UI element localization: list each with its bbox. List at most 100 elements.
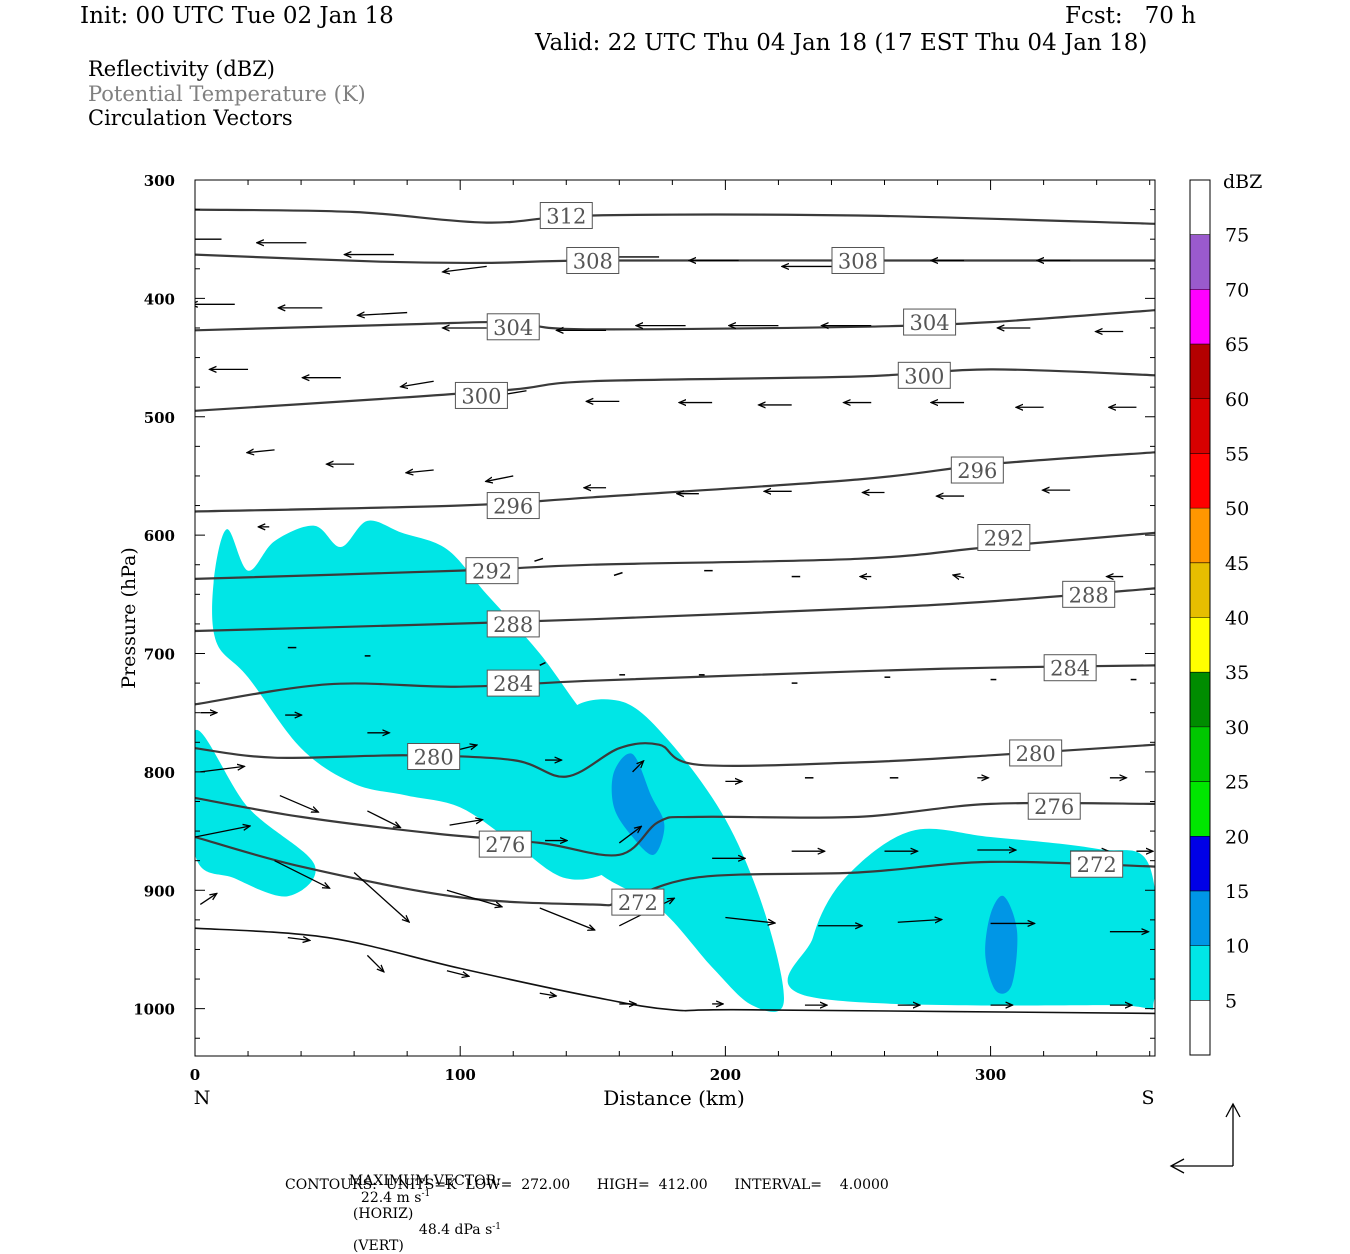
theta-contour-280 <box>195 742 1155 778</box>
contour-label-304-0: 304 <box>486 313 540 341</box>
contour-label-text: 292 <box>472 560 512 584</box>
contour-label-272-1: 272 <box>1070 850 1124 878</box>
colorbar-label-30: 30 <box>1225 717 1249 739</box>
circulation-vector-30 <box>247 450 275 453</box>
y-tick-label-300: 300 <box>144 172 175 190</box>
reflectivity-region-5 <box>985 895 1018 994</box>
y-tick-label-600: 600 <box>144 527 175 545</box>
y-tick-label-400: 400 <box>144 290 175 308</box>
circulation-vector-62 <box>632 761 644 773</box>
contour-label-text: 304 <box>910 311 950 335</box>
theta-contour-296 <box>195 451 1155 513</box>
contour-label-text: 300 <box>461 384 501 408</box>
circulation-vector-11 <box>358 313 408 316</box>
circulation-vector-95 <box>539 993 557 996</box>
theta-contour-surface <box>195 927 1155 1015</box>
circulation-vector-69 <box>279 794 319 813</box>
contour-label-text: 276 <box>485 833 525 857</box>
max-vector-vert: 48.4 dPa s <box>418 1222 493 1239</box>
colorbar-swatch-13 <box>1190 289 1210 345</box>
plot-frame <box>194 179 1156 1057</box>
contour-label-box <box>486 313 540 341</box>
colorbar-label-65: 65 <box>1225 334 1249 356</box>
circulation-vector-46 <box>953 575 965 578</box>
theta-contour-276 <box>195 796 1155 857</box>
footer-contours: CONTOURS: UNITS=K LOW= 272.00 HIGH= 412.… <box>285 1177 889 1193</box>
circulation-vector-93 <box>366 954 384 972</box>
contour-label-284-1: 284 <box>1043 654 1097 682</box>
contour-label-layer: 312 308 308 304 304 300 300 296 296 292 292 288 288 2… <box>407 202 1124 916</box>
colorbar-swatch-0 <box>1190 1000 1210 1055</box>
contour-label-276-1: 276 <box>1027 792 1081 820</box>
reference-vector-icon <box>1169 1102 1241 1174</box>
vector-layer <box>195 238 1153 1005</box>
theta-contour-300 <box>195 368 1155 412</box>
reflectivity-region-0 <box>212 520 674 880</box>
legend-circulation-vectors: Circulation Vectors <box>88 106 293 130</box>
contour-label-text: 308 <box>573 249 613 273</box>
reflectivity-region-2 <box>561 699 784 1012</box>
contour-label-308-1: 308 <box>831 246 885 274</box>
contour-label-box <box>486 492 540 520</box>
colorbar-label-50: 50 <box>1225 498 1249 520</box>
contour-label-box <box>566 246 620 274</box>
colorbar-label-70: 70 <box>1225 279 1249 301</box>
colorbar-label-55: 55 <box>1225 443 1249 465</box>
circulation-vector-73 <box>618 826 641 844</box>
colorbar-label-20: 20 <box>1225 826 1249 848</box>
x-axis-right-label: S <box>1141 1087 1154 1109</box>
x-tick-label-300: 300 <box>975 1066 1006 1084</box>
circulation-vector-84 <box>539 907 595 930</box>
contour-label-box <box>454 381 508 409</box>
contour-label-box <box>1043 654 1097 682</box>
colorbar-swatch-8 <box>1190 562 1210 618</box>
circulation-vector-88 <box>897 919 942 922</box>
y-tick-label-1000: 1000 <box>133 1001 175 1019</box>
contour-label-308-0: 308 <box>566 246 620 274</box>
horiz-exponent: -1 <box>421 1189 431 1199</box>
x-tick-label-0: 0 <box>190 1066 200 1084</box>
y-tick-label-900: 900 <box>144 882 175 900</box>
contour-label-text: 272 <box>1077 853 1117 877</box>
circulation-vector-33 <box>486 475 514 482</box>
contour-label-296-1: 296 <box>950 456 1004 484</box>
circulation-vector-21 <box>401 380 434 387</box>
contour-label-box <box>1070 850 1124 878</box>
colorbar-unit: dBZ <box>1223 171 1262 193</box>
colorbar-swatch-15 <box>1190 180 1210 235</box>
colorbar-swatch-12 <box>1190 344 1210 399</box>
contour-label-292-1: 292 <box>977 524 1031 552</box>
contour-label-box <box>950 456 1004 484</box>
colorbar-swatch-5 <box>1190 726 1210 782</box>
theta-contour-304 <box>195 309 1155 332</box>
contour-label-text: 272 <box>618 891 658 915</box>
contour-label-text: 284 <box>1050 657 1090 681</box>
colorbar-swatch-7 <box>1190 617 1210 673</box>
init-time: Init: 00 UTC Tue 02 Jan 18 <box>80 3 394 29</box>
contour-label-300-1: 300 <box>897 361 951 389</box>
contour-label-text: 288 <box>1069 583 1109 607</box>
circulation-vector-68 <box>200 766 244 773</box>
colorbar-label-45: 45 <box>1225 553 1249 575</box>
contour-label-300-0: 300 <box>454 381 508 409</box>
circulation-vector-82 <box>353 872 409 923</box>
circulation-vector-70 <box>367 810 400 828</box>
contour-label-296-0: 296 <box>486 492 540 520</box>
contour-label-box <box>831 246 885 274</box>
contour-label-292-0: 292 <box>465 557 519 585</box>
circulation-vector-32 <box>406 470 434 473</box>
contour-label-text: 276 <box>1034 795 1074 819</box>
contour-label-280-1: 280 <box>1009 739 1063 767</box>
contour-label-text: 284 <box>493 672 533 696</box>
axis-layer: 300 400 500 600 700 800 900 1000 0 100 200 300 <box>133 172 1155 1084</box>
y-tick-label-800: 800 <box>144 764 175 782</box>
circulation-vector-50 <box>539 661 546 667</box>
colorbar-swatch-6 <box>1190 672 1210 727</box>
circulation-vector-92 <box>287 938 310 941</box>
contour-label-text: 304 <box>493 316 533 340</box>
contour-label-box <box>1062 580 1116 608</box>
colorbar-swatch-11 <box>1190 398 1210 454</box>
contour-label-288-0: 288 <box>486 610 540 638</box>
circulation-vector-42 <box>613 571 623 577</box>
